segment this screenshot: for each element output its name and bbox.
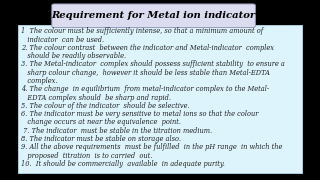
- Text: change occurs at near the equivalence  point.: change occurs at near the equivalence po…: [21, 118, 181, 126]
- Text: Requirement for Metal ion indicator: Requirement for Metal ion indicator: [52, 11, 256, 20]
- Text: 4. The change  in equilibrium  from metal-indicator complex to the Metal-: 4. The change in equilibrium from metal-…: [21, 85, 269, 93]
- Text: complex.: complex.: [21, 77, 57, 85]
- Text: EDTA complex should  be sharp and rapid.: EDTA complex should be sharp and rapid.: [21, 94, 171, 102]
- Text: indicator  can be used.: indicator can be used.: [21, 36, 104, 44]
- Text: should be readily observable.: should be readily observable.: [21, 52, 126, 60]
- Text: proposed  titration  is to carried  out.: proposed titration is to carried out.: [21, 152, 152, 159]
- FancyBboxPatch shape: [18, 25, 302, 173]
- Text: sharp colour change,  however it should be less stable than Metal-EDTA: sharp colour change, however it should b…: [21, 69, 270, 77]
- Text: 7. The indicator  must be stable in the titration medium.: 7. The indicator must be stable in the t…: [21, 127, 212, 135]
- Text: 3. The Metal-indicator  complex should possess sufficient stability  to ensure a: 3. The Metal-indicator complex should po…: [21, 60, 285, 68]
- Text: 10.  It should be commercially  available  in adequate purity.: 10. It should be commercially available …: [21, 160, 225, 168]
- FancyBboxPatch shape: [52, 4, 255, 28]
- Text: 9. All the above requirements  must be fulfilled  in the pH range  in which the: 9. All the above requirements must be fu…: [21, 143, 282, 151]
- Text: 1  The colour must be sufficiently intense, so that a minimum amount of: 1 The colour must be sufficiently intens…: [21, 27, 263, 35]
- Text: 2. The colour contrast  between the indicator and Metal-indicator  complex: 2. The colour contrast between the indic…: [21, 44, 274, 52]
- Text: 5. The colour of the indicator  should be selective.: 5. The colour of the indicator should be…: [21, 102, 189, 110]
- Text: 8. The indicator must be stable on storage also.: 8. The indicator must be stable on stora…: [21, 135, 181, 143]
- Text: 6. The indicator must be very sensitive to metal ions so that the colour: 6. The indicator must be very sensitive …: [21, 110, 258, 118]
